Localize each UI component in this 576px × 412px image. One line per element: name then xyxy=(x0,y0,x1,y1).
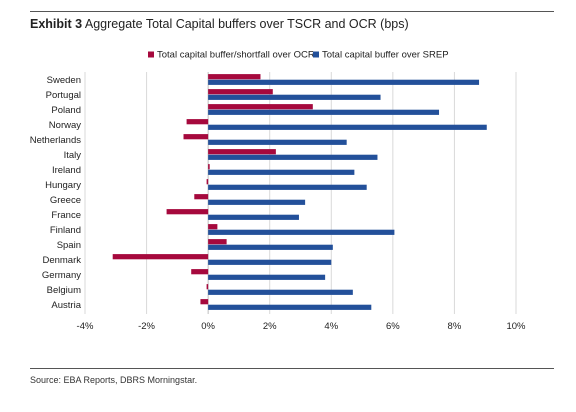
chart-title: Aggregate Total Capital buffers over TSC… xyxy=(84,17,409,31)
bar-srep-hungary xyxy=(208,184,367,190)
x-tick-label: 4% xyxy=(324,321,338,332)
bar-ocr-denmark xyxy=(112,254,209,260)
bar-srep-belgium xyxy=(208,289,353,295)
top-rule xyxy=(30,11,554,12)
bar-ocr-ireland xyxy=(208,164,210,170)
category-label-austria: Austria xyxy=(51,300,81,311)
bars xyxy=(112,74,487,310)
bar-ocr-hungary xyxy=(206,179,209,185)
category-label-poland: Poland xyxy=(51,105,81,116)
bar-ocr-france xyxy=(166,209,209,215)
x-tick-label: -2% xyxy=(138,321,155,332)
category-label-italy: Italy xyxy=(64,150,82,161)
bar-srep-netherlands xyxy=(208,139,347,145)
category-label-germany: Germany xyxy=(42,270,81,281)
category-label-denmark: Denmark xyxy=(42,255,81,266)
bar-ocr-greece xyxy=(194,194,209,200)
bar-ocr-finland xyxy=(208,224,218,230)
legend-label-srep: Total capital buffer over SREP xyxy=(322,50,449,61)
bar-srep-greece xyxy=(208,199,306,205)
bar-ocr-portugal xyxy=(208,89,273,95)
bar-srep-ireland xyxy=(208,169,355,175)
bar-ocr-belgium xyxy=(206,284,209,290)
legend-swatch-ocr xyxy=(148,51,154,58)
bar-ocr-italy xyxy=(208,149,276,155)
bar-srep-italy xyxy=(208,154,378,160)
x-tick-label: 2% xyxy=(263,321,277,332)
bar-srep-portugal xyxy=(208,94,381,100)
category-label-sweden: Sweden xyxy=(47,75,81,86)
category-label-greece: Greece xyxy=(50,195,81,206)
x-tick-label: -4% xyxy=(77,321,94,332)
exhibit-title: Exhibit 3 Aggregate Total Capital buffer… xyxy=(30,17,409,31)
exhibit-number: Exhibit 3 xyxy=(30,17,83,31)
category-label-hungary: Hungary xyxy=(45,180,81,191)
x-axis-tick-labels: -4% -2% 0% 2% 4% 6% 8% 10% xyxy=(77,321,527,332)
gridlines xyxy=(84,72,517,314)
bar-srep-poland xyxy=(208,109,440,115)
legend-label-ocr: Total capital buffer/shortfall over OCR xyxy=(157,50,315,61)
bar-ocr-netherlands xyxy=(183,134,209,140)
bar-ocr-germany xyxy=(191,269,209,275)
bottom-rule xyxy=(30,368,554,369)
category-label-ireland: Ireland xyxy=(52,165,81,176)
bar-ocr-sweden xyxy=(208,74,261,80)
bar-srep-france xyxy=(208,214,299,220)
x-tick-label: 0% xyxy=(201,321,215,332)
bar-srep-germany xyxy=(208,274,326,280)
bar-srep-spain xyxy=(208,244,333,250)
bar-ocr-norway xyxy=(186,119,209,125)
legend-swatch-srep xyxy=(313,51,319,58)
category-label-belgium: Belgium xyxy=(47,285,81,296)
source-note: Source: EBA Reports, DBRS Morningstar. xyxy=(30,375,198,385)
category-label-portugal: Portugal xyxy=(46,90,81,101)
category-label-france: France xyxy=(51,210,81,221)
bar-ocr-spain xyxy=(208,239,227,245)
category-label-spain: Spain xyxy=(57,240,81,251)
bar-srep-norway xyxy=(208,124,487,130)
bar-ocr-austria xyxy=(200,299,209,305)
category-labels: Sweden Portugal Poland Norway Netherlands Ita… xyxy=(30,75,82,311)
category-label-norway: Norway xyxy=(49,120,81,131)
bar-srep-sweden xyxy=(208,79,480,85)
bar-srep-austria xyxy=(208,304,372,310)
category-label-netherlands: Netherlands xyxy=(30,135,81,146)
bar-ocr-poland xyxy=(208,104,313,110)
category-label-finland: Finland xyxy=(50,225,81,236)
x-tick-label: 6% xyxy=(386,321,400,332)
x-tick-label: 10% xyxy=(506,321,526,332)
bar-srep-denmark xyxy=(208,259,332,265)
bar-srep-finland xyxy=(208,229,395,235)
legend: Total capital buffer/shortfall over OCR T… xyxy=(148,50,449,61)
x-tick-label: 8% xyxy=(448,321,462,332)
